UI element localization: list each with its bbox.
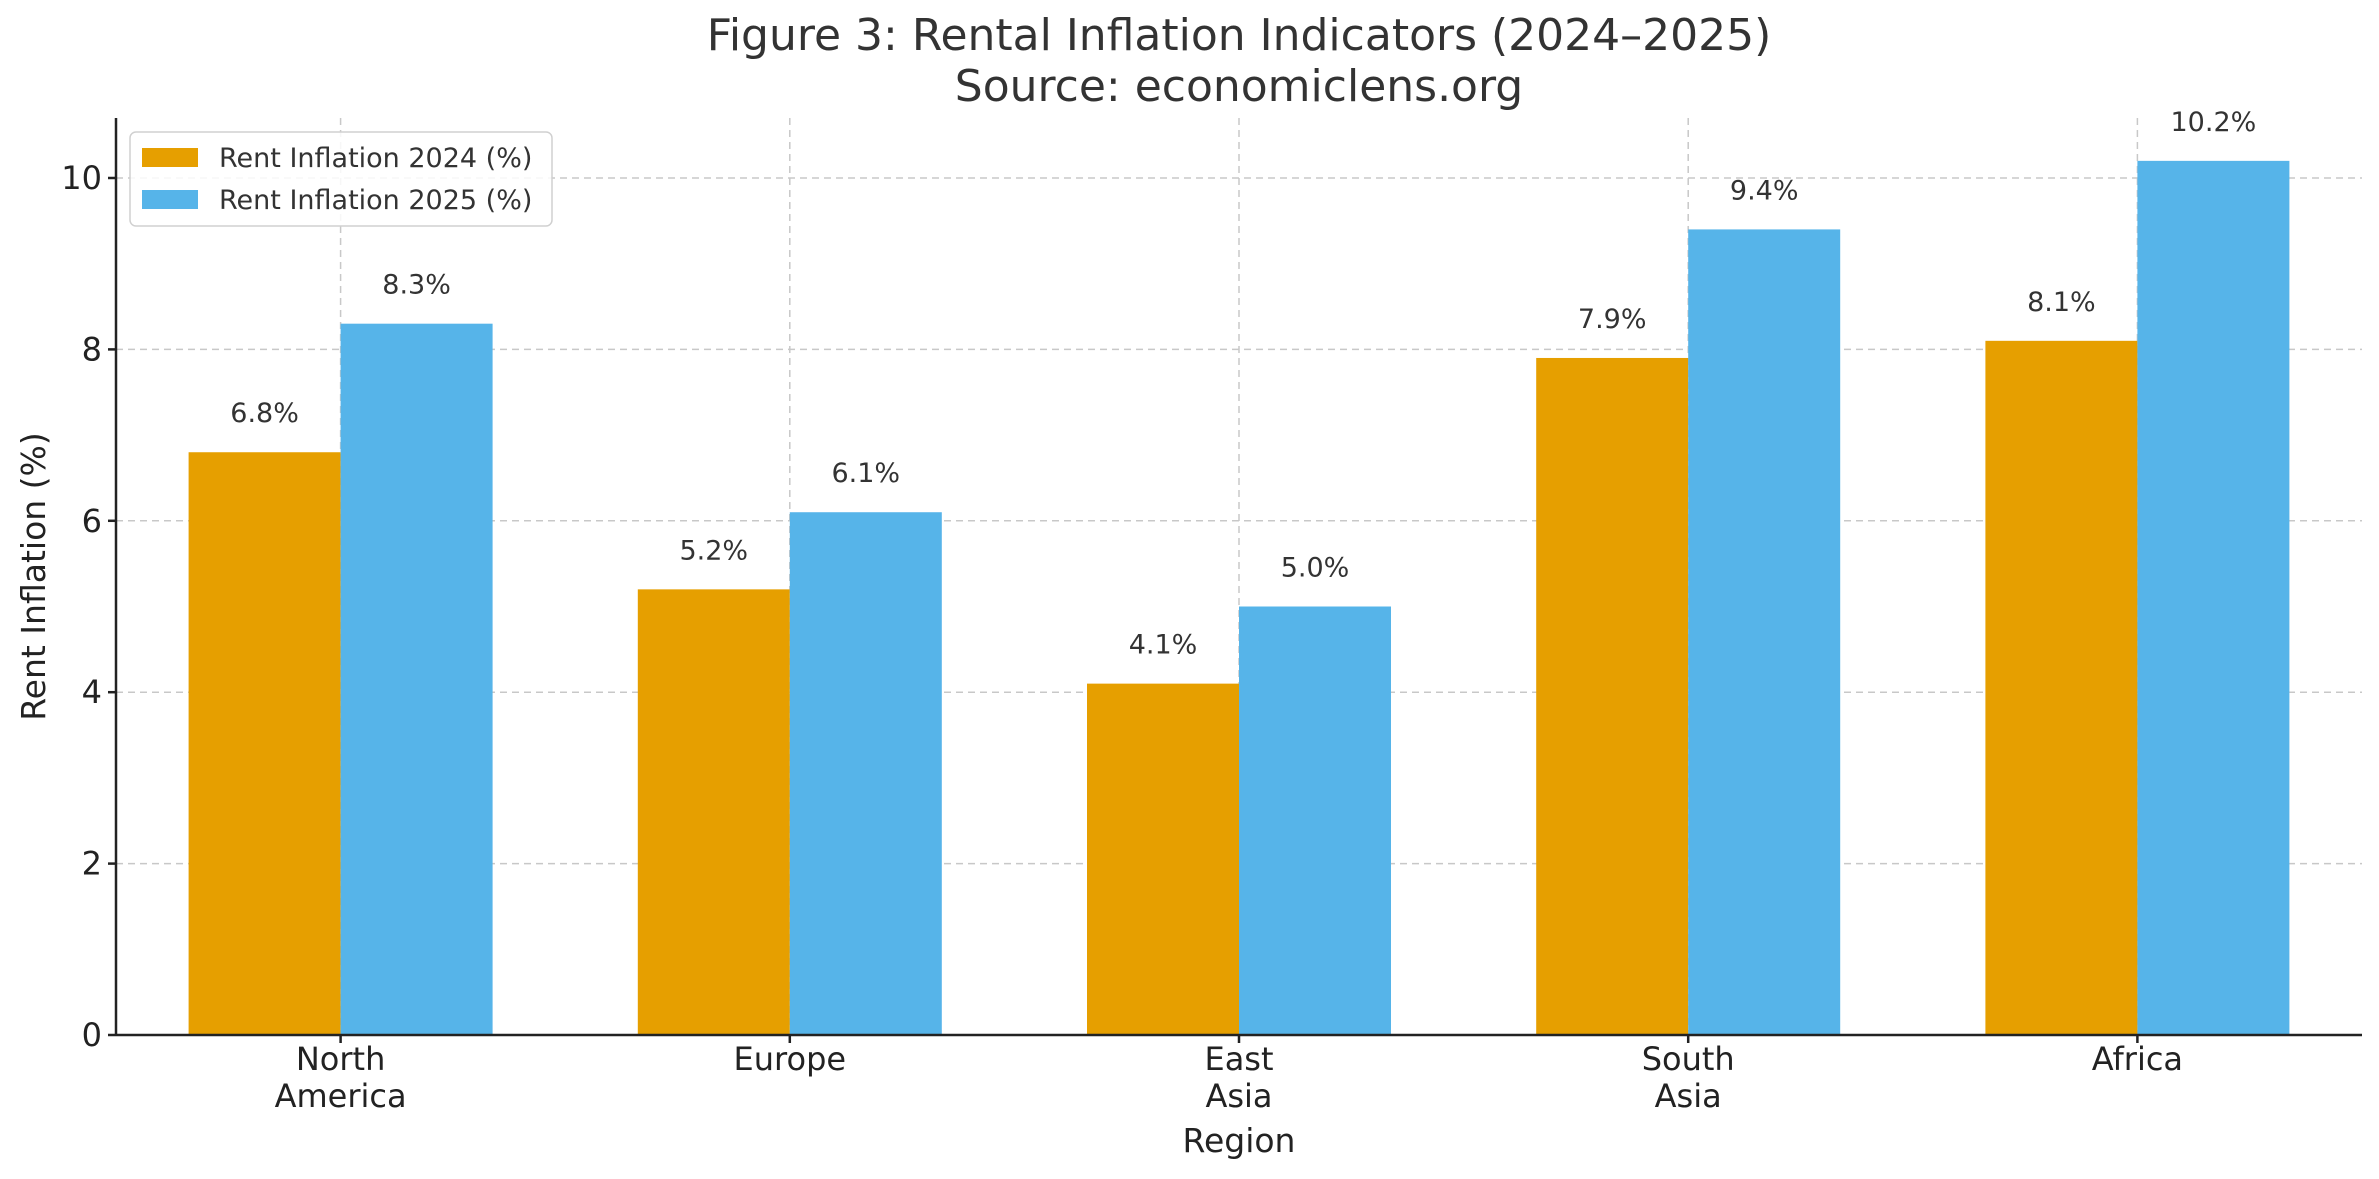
y-axis-label: Rent Inflation (%): [14, 432, 53, 721]
data-label: 6.8%: [230, 398, 299, 429]
chart-title: Figure 3: Rental Inflation Indicators (2…: [707, 10, 1772, 112]
bar-2025-2: [1239, 606, 1391, 1035]
data-label: 10.2%: [2171, 107, 2257, 138]
y-tick-label: 4: [82, 673, 102, 711]
bar-2025-0: [340, 323, 493, 1035]
legend: Rent Inflation 2024 (%) Rent Inflation 20…: [129, 131, 553, 227]
legend-swatch: [142, 148, 198, 167]
data-label: 8.3%: [382, 270, 451, 301]
data-labels: 6.8% 5.2% 4.1% 7.9% 8.1% 8.3% 6.1% 5.0% 9.4% 10.2…: [230, 107, 2256, 661]
x-tick-label: America: [275, 1077, 407, 1115]
bars: [188, 160, 2290, 1036]
bar-2024-2: [1087, 683, 1239, 1035]
bar-2025-4: [2137, 160, 2290, 1035]
y-tick-label: 8: [82, 330, 102, 368]
data-label: 5.0%: [1281, 552, 1350, 583]
y-tick-label: 0: [82, 1016, 102, 1054]
y-tick-labels: 0 2 4 6 8 10: [61, 159, 116, 1054]
bar-2024-3: [1536, 357, 1689, 1035]
x-tick-label: East: [1204, 1040, 1273, 1078]
data-label: 9.4%: [1730, 175, 1799, 206]
data-label: 8.1%: [2027, 287, 2096, 318]
data-label: 4.1%: [1129, 630, 1198, 661]
legend-entry: Rent Inflation 2025 (%): [219, 185, 532, 216]
x-tick-label: North: [296, 1040, 386, 1078]
x-tick-label: South: [1642, 1040, 1735, 1078]
bar-2024-1: [637, 589, 790, 1035]
chart-title-line-2: Source: economiclens.org: [955, 61, 1523, 112]
bar-2025-3: [1688, 229, 1841, 1036]
y-tick-label: 2: [82, 845, 102, 883]
legend-entry: Rent Inflation 2024 (%): [219, 143, 532, 174]
y-tick-label: 10: [61, 159, 102, 197]
x-tick-label: Asia: [1205, 1077, 1272, 1115]
x-tick-label: Africa: [2092, 1040, 2183, 1078]
data-label: 6.1%: [831, 458, 900, 489]
legend-swatch: [142, 190, 198, 209]
bar-2024-4: [1985, 340, 2138, 1036]
x-axis-label: Region: [1183, 1121, 1296, 1160]
y-tick-label: 6: [82, 502, 102, 540]
legend-frame: [129, 131, 553, 227]
bar-2024-0: [188, 452, 341, 1035]
data-label: 5.2%: [679, 535, 748, 566]
chart-title-line-1: Figure 3: Rental Inflation Indicators (2…: [707, 10, 1772, 61]
x-tick-label: Asia: [1655, 1077, 1722, 1115]
x-tick-label: Europe: [734, 1040, 847, 1078]
data-label: 7.9%: [1578, 304, 1647, 335]
bar-2025-1: [789, 512, 942, 1035]
